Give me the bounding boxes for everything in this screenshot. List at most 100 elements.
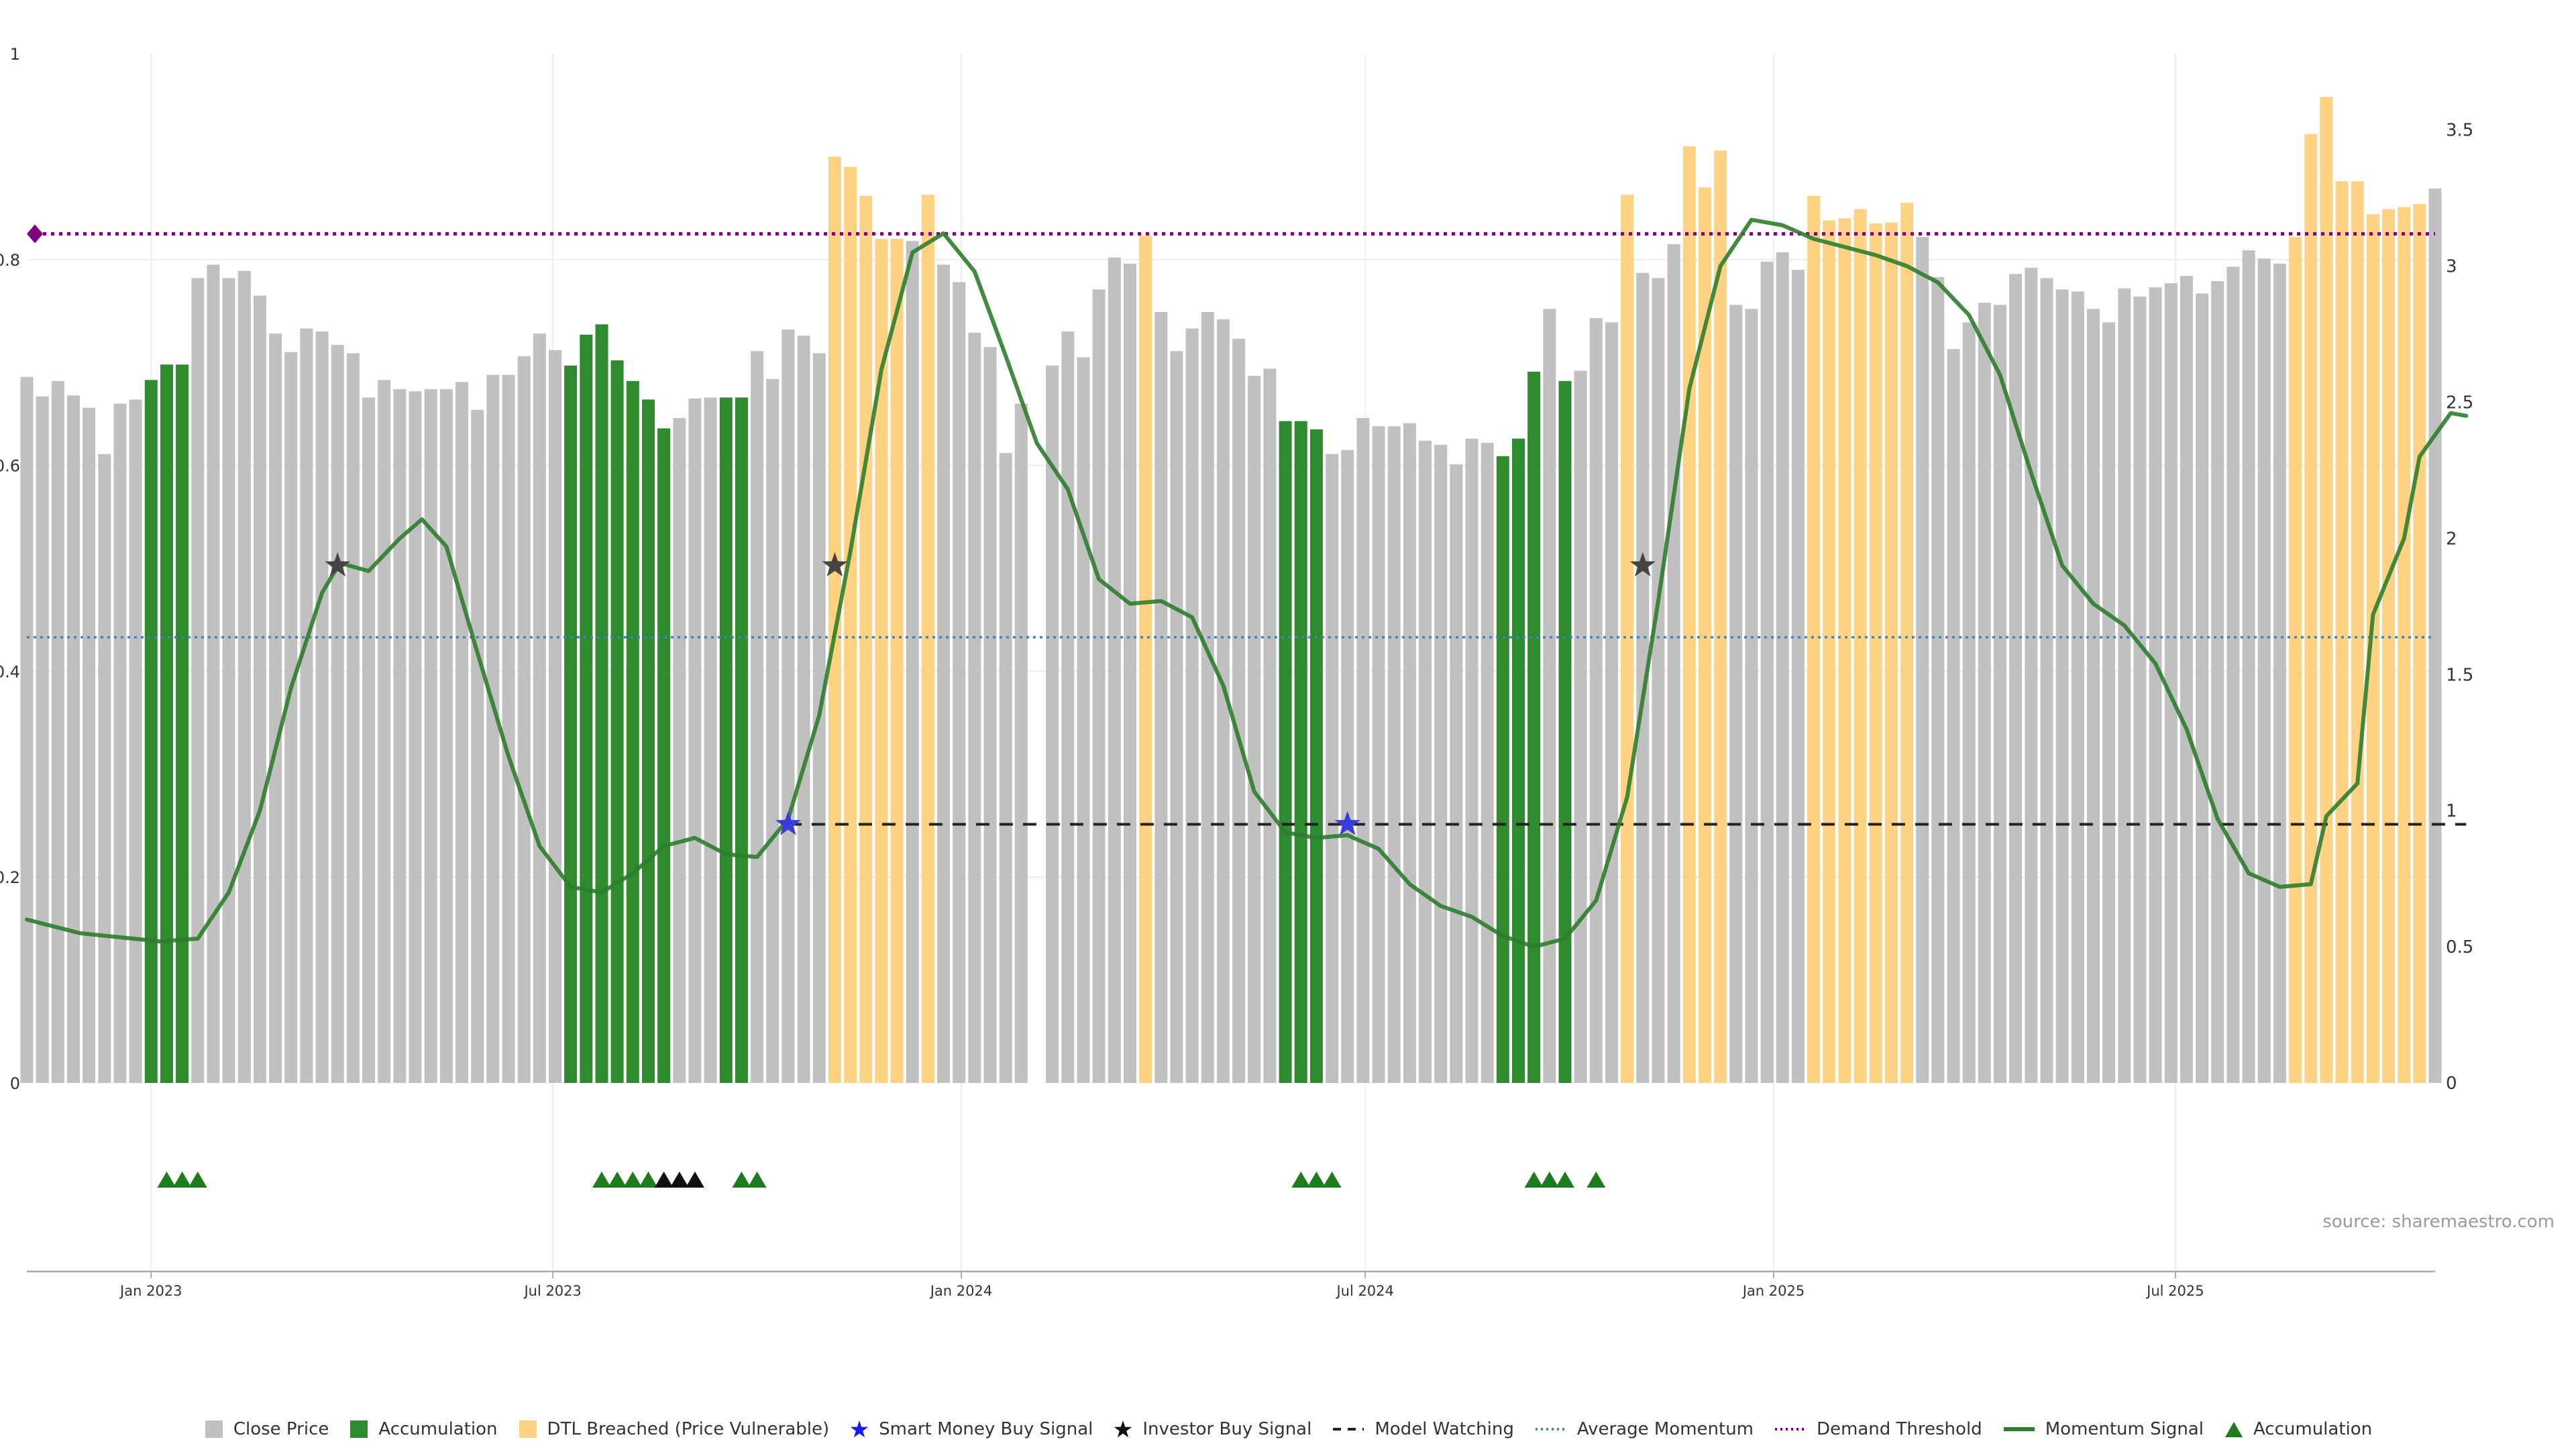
accumulation-triangle-dark: [669, 1172, 689, 1188]
close-price-bar: [1434, 444, 1448, 1083]
dtl-breached-bar: [2335, 181, 2349, 1084]
accumulation-triangle-dark: [654, 1172, 674, 1188]
dtl-breached-bar: [1807, 195, 1821, 1084]
legend-item-close-price: Close Price: [204, 1419, 329, 1439]
x-axis-tick-label: Jan 2023: [119, 1283, 182, 1299]
investor-legend-icon: [1114, 1420, 1132, 1438]
right-axis-tick-label: 2.5: [2446, 393, 2473, 413]
close-price-bar: [409, 391, 422, 1084]
legend-item-accumulation: Accumulation: [349, 1419, 498, 1439]
close-price-bar: [766, 378, 780, 1084]
close-price-bar: [1216, 319, 1230, 1083]
close-price-bar: [1605, 322, 1618, 1083]
left-axis-tick-label: 0.2: [0, 868, 20, 887]
close-price-bar: [1760, 261, 1774, 1083]
accumulation-bar: [1294, 421, 1307, 1083]
close-price-bar: [83, 407, 96, 1083]
demand-threshold-legend-icon: [1775, 1428, 1807, 1431]
legend-label: Close Price: [233, 1419, 329, 1439]
close-price-bar: [67, 395, 80, 1083]
close-price-bar: [486, 374, 500, 1083]
axis-layer: 0 0.2 0.4 0.6 0.8 1 0 0.5 1 1.5 2 2.5 3 3.5 Jan 2023 Ju…: [0, 45, 2473, 1299]
dtl-breached-bar: [2413, 204, 2426, 1083]
legend-label: Investor Buy Signal: [1142, 1419, 1312, 1439]
dtl-breached-legend-icon: [519, 1420, 537, 1438]
dtl-breached-bar: [1838, 218, 1851, 1083]
close-price-bar: [782, 329, 795, 1084]
accumulation-bar: [1527, 372, 1541, 1083]
close-price-bar: [983, 347, 997, 1084]
accumulation-triangle: [1322, 1172, 1342, 1188]
accumulation-triangle: [172, 1172, 192, 1188]
close-price-bar: [1263, 368, 1277, 1083]
close-price-bar: [1931, 276, 1945, 1083]
left-axis-tick-label: 0.4: [0, 662, 20, 681]
legend-label: Model Watching: [1375, 1419, 1514, 1439]
momentum-signal-line: [25, 217, 2469, 949]
close-price-bar: [378, 380, 391, 1083]
x-axis-tick-label: Jul 2025: [2145, 1283, 2204, 1299]
dtl-breached-bar: [1869, 223, 1882, 1084]
dtl-breached-bar: [890, 239, 904, 1084]
close-price-bar: [688, 398, 702, 1083]
line-layer: [25, 217, 2469, 949]
close-price-bar: [222, 278, 235, 1083]
close-price-bar: [968, 332, 981, 1084]
close-price-bar: [1791, 270, 1805, 1084]
left-axis-tick-label: 1: [10, 45, 20, 64]
accumulation-triangle: [1307, 1172, 1326, 1188]
close-price-bar: [1543, 309, 1556, 1083]
accumulation-bar: [144, 380, 158, 1083]
close-price-bar: [1046, 365, 1059, 1083]
close-price-bar: [1232, 338, 1246, 1083]
close-price-bar: [2102, 322, 2116, 1083]
legend-item-model-watching: Model Watching: [1332, 1419, 1514, 1439]
close-price-bar: [1108, 257, 1121, 1084]
dtl-breached-bar: [1854, 209, 1867, 1084]
close-price-bar: [98, 454, 111, 1083]
close-price-bar: [439, 389, 453, 1083]
accumulation-bar: [595, 324, 608, 1083]
dtl-breached-bar: [2366, 214, 2379, 1083]
close-price-bar: [937, 264, 950, 1083]
accumulation-triangle: [188, 1172, 207, 1188]
close-price-bar: [1341, 450, 1354, 1083]
source-note: source: sharemaestro.com: [2322, 1212, 2555, 1232]
close-price-bar: [1372, 426, 1385, 1083]
close-price-bar: [2196, 293, 2209, 1083]
legend-label: Momentum Signal: [2045, 1419, 2204, 1439]
dtl-breached-bar: [921, 195, 934, 1084]
close-price-bar: [1014, 403, 1028, 1083]
accumulation-legend-icon: [350, 1420, 368, 1438]
right-axis-tick-label: 3.5: [2446, 121, 2473, 141]
close-price-bar: [1419, 440, 1432, 1083]
close-price-bar: [362, 397, 376, 1083]
close-price-bar: [346, 353, 360, 1083]
legend-item-dtl-breached: DTL Breached (Price Vulnerable): [518, 1419, 829, 1439]
close-price-bar: [1729, 305, 1743, 1083]
dtl-breached-bar: [1698, 187, 1711, 1083]
close-price-bar: [549, 350, 561, 1083]
close-price-bar: [1652, 278, 1665, 1083]
legend-label: Average Momentum: [1576, 1419, 1754, 1439]
accumulation-bar: [610, 360, 624, 1083]
close-price-bar: [2118, 288, 2131, 1083]
close-price-bar: [1978, 303, 1991, 1084]
accumulation-triangle: [157, 1172, 176, 1188]
close-price-bar: [1201, 312, 1214, 1083]
close-price-bar: [36, 396, 49, 1083]
investor-buy-star: [325, 552, 351, 577]
close-price-bar: [51, 380, 64, 1083]
close-price-bar: [704, 397, 717, 1083]
accumulation-triangle: [639, 1172, 658, 1188]
dtl-breached-bar: [2398, 207, 2411, 1084]
dtl-breached-bar: [2351, 181, 2364, 1084]
close-price-bar: [300, 328, 313, 1084]
legend-label: Demand Threshold: [1817, 1419, 1982, 1439]
legend-item-investor: Investor Buy Signal: [1113, 1419, 1311, 1439]
investor-buy-star: [1629, 552, 1656, 577]
close-price-bar: [2133, 297, 2147, 1083]
accumulation-triangle: [608, 1172, 627, 1188]
accumulation-triangle: [1587, 1172, 1606, 1188]
